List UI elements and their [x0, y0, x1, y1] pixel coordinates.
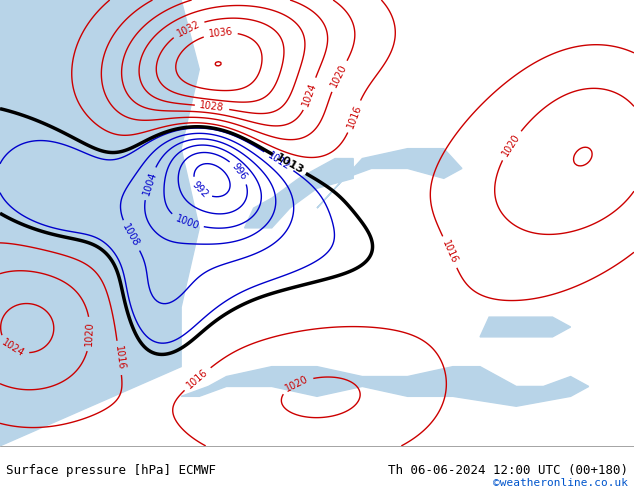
Text: 1012: 1012 [266, 150, 292, 172]
Text: 1020: 1020 [500, 132, 522, 158]
Text: 1020: 1020 [283, 374, 310, 393]
Text: 1020: 1020 [84, 321, 96, 346]
Polygon shape [245, 159, 353, 228]
Text: Surface pressure [hPa] ECMWF: Surface pressure [hPa] ECMWF [6, 464, 216, 477]
Polygon shape [317, 148, 462, 208]
Text: 1004: 1004 [141, 170, 158, 196]
Text: 1016: 1016 [345, 103, 363, 130]
Text: Th 06-06-2024 12:00 UTC (00+180): Th 06-06-2024 12:00 UTC (00+180) [387, 464, 628, 477]
Text: 1016: 1016 [185, 367, 210, 391]
Polygon shape [181, 367, 589, 406]
Text: 1016: 1016 [441, 239, 460, 265]
Text: ©weatheronline.co.uk: ©weatheronline.co.uk [493, 478, 628, 488]
Text: 1013: 1013 [273, 152, 305, 176]
Text: 1000: 1000 [174, 213, 200, 231]
Text: 1016: 1016 [113, 345, 126, 371]
Text: 1036: 1036 [208, 27, 233, 39]
Text: 1032: 1032 [175, 18, 202, 38]
Text: 1028: 1028 [199, 100, 225, 114]
Text: 1024: 1024 [301, 81, 319, 107]
Text: 1024: 1024 [0, 338, 26, 359]
Text: 996: 996 [230, 162, 249, 182]
Polygon shape [0, 0, 199, 446]
Text: 1020: 1020 [329, 63, 349, 89]
Text: 1008: 1008 [120, 222, 141, 249]
Polygon shape [480, 317, 571, 337]
Text: 992: 992 [190, 179, 210, 199]
